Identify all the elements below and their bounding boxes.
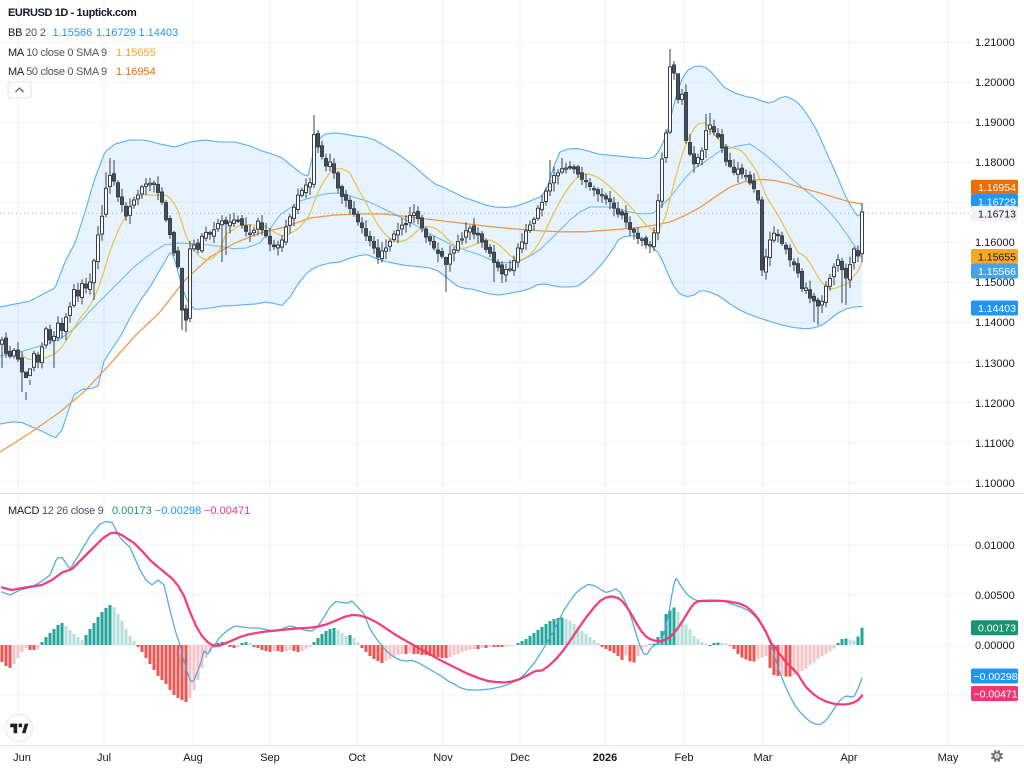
svg-text:Oct: Oct xyxy=(348,752,365,764)
svg-text:−0.00298: −0.00298 xyxy=(974,671,1018,683)
svg-text:1.15566: 1.15566 xyxy=(53,27,93,39)
svg-text:Mar: Mar xyxy=(754,752,773,764)
svg-text:1.15566: 1.15566 xyxy=(978,266,1016,278)
svg-text:−0.00471: −0.00471 xyxy=(204,505,250,517)
svg-text:1.14000: 1.14000 xyxy=(975,317,1015,329)
svg-text:1.10000: 1.10000 xyxy=(975,478,1015,490)
svg-text:May: May xyxy=(938,752,959,764)
svg-text:1.18000: 1.18000 xyxy=(975,157,1015,169)
svg-text:1.15000: 1.15000 xyxy=(975,277,1015,289)
svg-text:0.00173: 0.00173 xyxy=(978,623,1016,635)
svg-text:−0.00298: −0.00298 xyxy=(155,505,201,517)
svg-text:EURUSD 1D - 1uptick.com: EURUSD 1D - 1uptick.com xyxy=(8,7,137,19)
svg-text:Dec: Dec xyxy=(510,752,530,764)
svg-text:1.16729: 1.16729 xyxy=(978,196,1016,208)
svg-text:2026: 2026 xyxy=(593,752,617,764)
svg-text:1.21000: 1.21000 xyxy=(975,37,1015,49)
svg-text:1.14403: 1.14403 xyxy=(139,27,179,39)
svg-text:Sep: Sep xyxy=(260,752,280,764)
svg-text:1.15655: 1.15655 xyxy=(978,251,1016,263)
svg-text:Nov: Nov xyxy=(433,752,453,764)
svg-text:MA 10 close 0 SMA 9: MA 10 close 0 SMA 9 xyxy=(8,47,107,59)
svg-text:1.12000: 1.12000 xyxy=(975,398,1015,410)
svg-text:1.16000: 1.16000 xyxy=(975,237,1015,249)
svg-text:0.01000: 0.01000 xyxy=(975,540,1015,552)
svg-text:0.00500: 0.00500 xyxy=(975,590,1015,602)
svg-text:1.16954: 1.16954 xyxy=(116,66,156,78)
svg-text:1.16729: 1.16729 xyxy=(96,27,136,39)
svg-text:MACD 12 26 close 9: MACD 12 26 close 9 xyxy=(8,505,104,517)
svg-text:1.20000: 1.20000 xyxy=(975,77,1015,89)
svg-text:1.15655: 1.15655 xyxy=(116,47,156,59)
svg-text:1.19000: 1.19000 xyxy=(975,117,1015,129)
svg-text:BB 20 2: BB 20 2 xyxy=(8,27,46,39)
svg-text:0.00173: 0.00173 xyxy=(112,505,152,517)
svg-text:1.14403: 1.14403 xyxy=(978,303,1016,315)
svg-text:Aug: Aug xyxy=(183,752,203,764)
svg-text:Jun: Jun xyxy=(13,752,31,764)
svg-text:1.16954: 1.16954 xyxy=(978,182,1016,194)
svg-text:MA 50 close 0 SMA 9: MA 50 close 0 SMA 9 xyxy=(8,66,107,78)
svg-text:0.00000: 0.00000 xyxy=(975,640,1015,652)
svg-text:Feb: Feb xyxy=(675,752,694,764)
svg-text:−0.00471: −0.00471 xyxy=(974,688,1018,700)
svg-text:Jul: Jul xyxy=(97,752,111,764)
svg-text:1.16713: 1.16713 xyxy=(978,209,1016,221)
svg-text:1.13000: 1.13000 xyxy=(975,358,1015,370)
svg-text:1.11000: 1.11000 xyxy=(975,438,1014,450)
svg-text:Apr: Apr xyxy=(840,752,857,764)
